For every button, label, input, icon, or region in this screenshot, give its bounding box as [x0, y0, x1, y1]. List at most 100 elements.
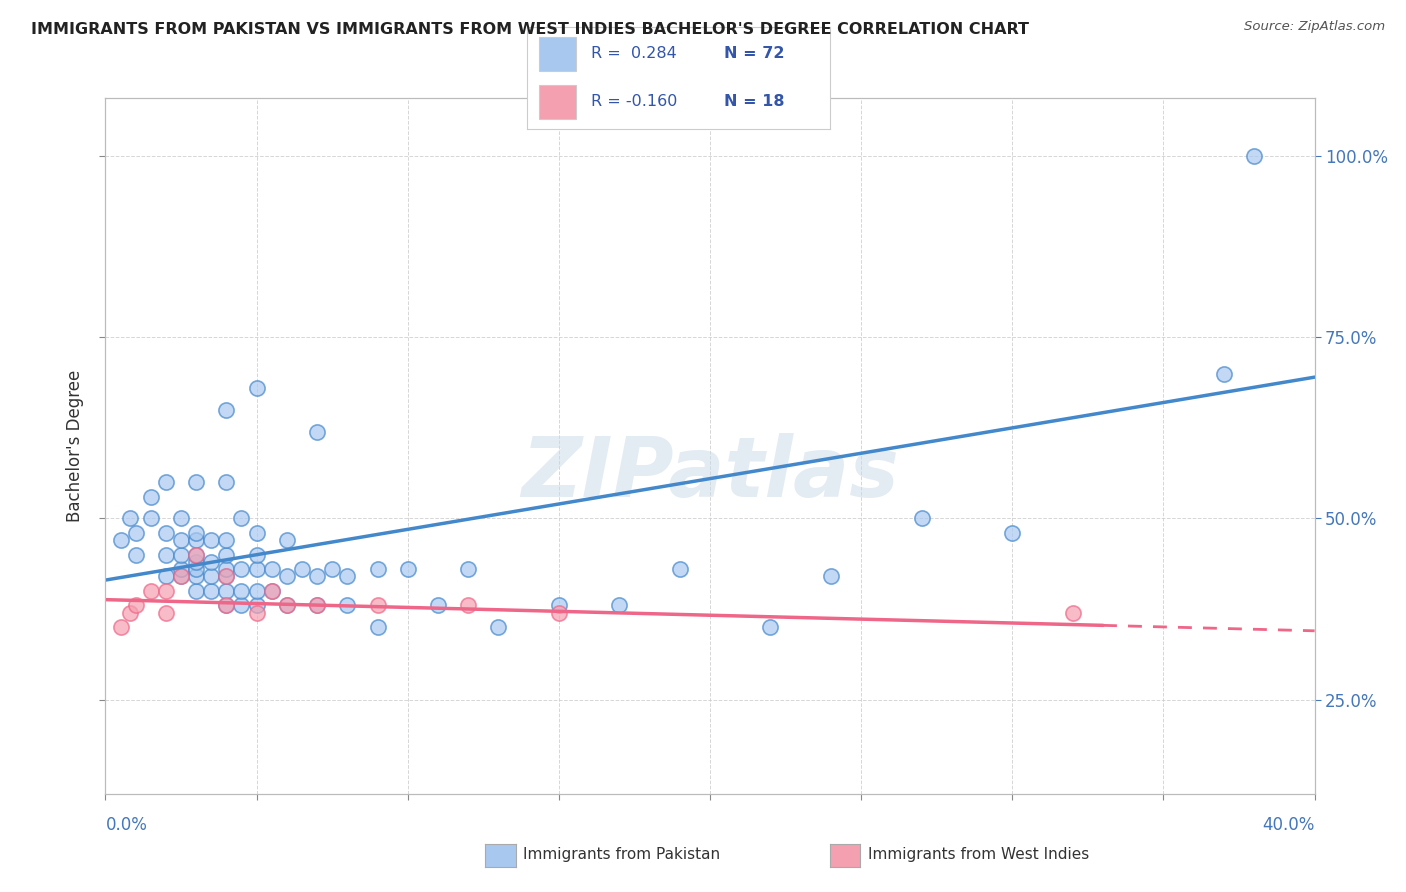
Point	[215, 569, 238, 583]
Point	[246, 583, 269, 598]
Point	[139, 511, 162, 525]
Point	[548, 606, 571, 620]
Point	[186, 548, 208, 562]
Point	[276, 599, 298, 613]
Point	[366, 620, 388, 634]
Point	[186, 583, 208, 598]
Point	[246, 526, 269, 541]
Point	[215, 548, 238, 562]
Point	[260, 583, 283, 598]
Text: N = 72: N = 72	[724, 46, 785, 62]
Point	[118, 511, 141, 525]
Point	[231, 511, 253, 525]
Point	[215, 599, 238, 613]
Point	[186, 555, 208, 569]
Point	[820, 569, 842, 583]
Point	[170, 533, 193, 548]
Text: Source: ZipAtlas.com: Source: ZipAtlas.com	[1244, 20, 1385, 33]
Text: R = -0.160: R = -0.160	[591, 94, 678, 109]
Bar	[540, 37, 575, 70]
Point	[215, 583, 238, 598]
Point	[186, 548, 208, 562]
Point	[246, 381, 269, 395]
Point	[396, 562, 419, 576]
Point	[427, 599, 450, 613]
Text: IMMIGRANTS FROM PAKISTAN VS IMMIGRANTS FROM WEST INDIES BACHELOR'S DEGREE CORREL: IMMIGRANTS FROM PAKISTAN VS IMMIGRANTS F…	[31, 22, 1029, 37]
Text: Immigrants from Pakistan: Immigrants from Pakistan	[523, 847, 720, 862]
Point	[260, 562, 283, 576]
Point	[215, 569, 238, 583]
Point	[246, 599, 269, 613]
Point	[276, 599, 298, 613]
Point	[200, 569, 222, 583]
Point	[125, 526, 148, 541]
Point	[110, 533, 132, 548]
Point	[215, 402, 238, 417]
Text: N = 18: N = 18	[724, 94, 785, 109]
Point	[231, 562, 253, 576]
Point	[307, 569, 329, 583]
Point	[139, 583, 162, 598]
Point	[118, 606, 141, 620]
Point	[246, 548, 269, 562]
Point	[366, 599, 388, 613]
Point	[457, 599, 479, 613]
Point	[186, 569, 208, 583]
Point	[200, 583, 222, 598]
Point	[125, 548, 148, 562]
Point	[488, 620, 510, 634]
Bar	[540, 86, 575, 119]
Point	[155, 475, 177, 490]
Point	[457, 562, 479, 576]
Point	[215, 562, 238, 576]
Point	[609, 599, 631, 613]
Point	[1212, 367, 1236, 381]
Point	[155, 606, 177, 620]
Text: R =  0.284: R = 0.284	[591, 46, 676, 62]
Point	[215, 599, 238, 613]
Point	[155, 548, 177, 562]
Point	[307, 599, 329, 613]
Point	[911, 511, 934, 525]
Point	[215, 475, 238, 490]
Point	[759, 620, 782, 634]
Point	[186, 533, 208, 548]
Point	[215, 533, 238, 548]
Point	[231, 583, 253, 598]
Point	[291, 562, 314, 576]
Text: 0.0%: 0.0%	[105, 816, 148, 834]
Point	[1243, 149, 1265, 163]
Point	[186, 475, 208, 490]
Point	[186, 526, 208, 541]
Text: 40.0%: 40.0%	[1263, 816, 1315, 834]
Point	[155, 526, 177, 541]
Point	[110, 620, 132, 634]
Point	[1001, 526, 1024, 541]
Y-axis label: Bachelor's Degree: Bachelor's Degree	[66, 370, 84, 522]
Point	[276, 569, 298, 583]
Point	[170, 569, 193, 583]
Point	[366, 562, 388, 576]
Point	[200, 533, 222, 548]
Point	[125, 599, 148, 613]
Point	[155, 583, 177, 598]
Point	[246, 606, 269, 620]
Point	[155, 569, 177, 583]
Point	[276, 533, 298, 548]
Point	[139, 490, 162, 504]
Point	[307, 599, 329, 613]
Point	[336, 599, 359, 613]
Point	[260, 583, 283, 598]
Point	[548, 599, 571, 613]
Point	[307, 425, 329, 439]
Point	[1062, 606, 1084, 620]
Point	[170, 511, 193, 525]
Point	[170, 562, 193, 576]
Point	[336, 569, 359, 583]
Text: ZIPatlas: ZIPatlas	[522, 434, 898, 515]
Point	[321, 562, 343, 576]
Point	[246, 562, 269, 576]
Point	[170, 548, 193, 562]
Point	[170, 569, 193, 583]
Point	[231, 599, 253, 613]
